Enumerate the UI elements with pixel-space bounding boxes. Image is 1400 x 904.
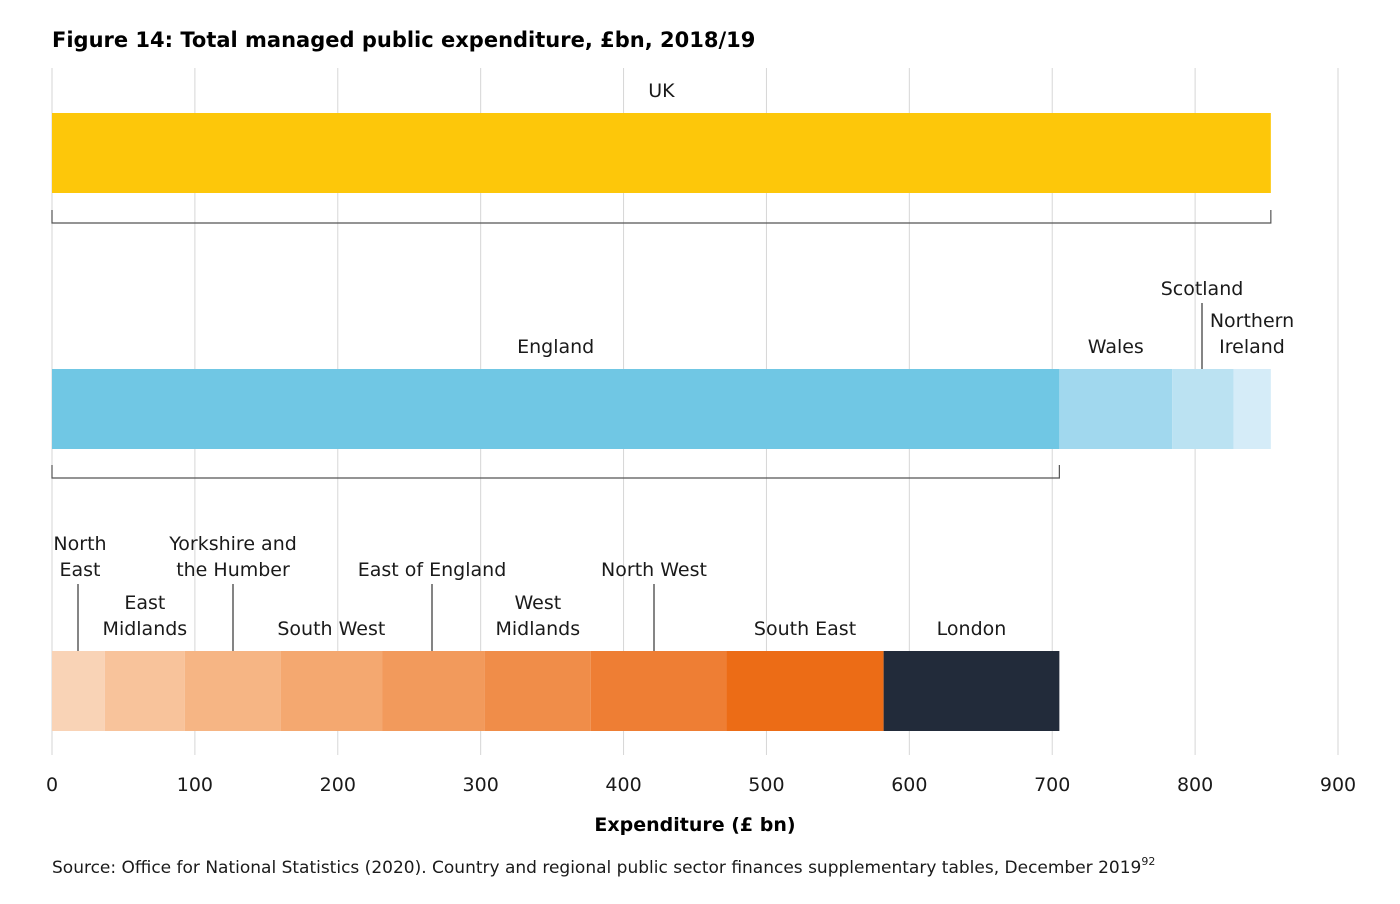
x-axis-title: Expenditure (£ bn)	[594, 814, 795, 836]
label-north-west: North West	[601, 559, 707, 581]
x-tick-0: 0	[46, 774, 58, 796]
brackets	[51, 210, 1272, 479]
bar-yorkshire-and-the-humber	[184, 651, 281, 731]
label-london: London	[937, 618, 1007, 640]
chart-title: Figure 14: Total managed public expendit…	[52, 28, 755, 52]
x-tick-500: 500	[748, 774, 784, 796]
x-tick-200: 200	[320, 774, 356, 796]
bar-east-of-england	[382, 651, 485, 731]
bracket-england	[51, 465, 1060, 479]
bracket-uk	[51, 210, 1272, 224]
x-tick-800: 800	[1177, 774, 1213, 796]
bar-south-east	[726, 651, 884, 731]
bar-north-west	[590, 651, 727, 731]
bar-northern-ireland	[1233, 369, 1271, 449]
label-west-midlands: West Midlands	[495, 592, 580, 640]
bar-wales	[1059, 369, 1173, 449]
label-england: England	[517, 336, 594, 358]
x-tick-300: 300	[463, 774, 499, 796]
bars	[52, 113, 1271, 731]
segment-labels: UK England Wales Scotland Northern Ireland Nor…	[53, 80, 1294, 651]
bar-england	[52, 369, 1060, 449]
bar-south-west	[280, 651, 383, 731]
bar-uk	[52, 113, 1271, 193]
x-tick-700: 700	[1034, 774, 1070, 796]
label-yorkshire-and-the-humber: Yorkshire and the Humber	[168, 533, 297, 581]
label-south-east: South East	[754, 618, 856, 640]
source-footnote-ref: 92	[1141, 855, 1155, 868]
label-uk: UK	[648, 80, 675, 102]
x-tick-900: 900	[1320, 774, 1356, 796]
label-scotland: Scotland	[1161, 278, 1244, 300]
bar-north-east	[52, 651, 105, 731]
x-tick-600: 600	[891, 774, 927, 796]
label-north-east: North East	[53, 533, 106, 581]
bar-west-midlands	[484, 651, 591, 731]
bar-scotland	[1172, 369, 1234, 449]
x-axis-ticks: 0 100 200 300 400 500 600 700 800 900	[46, 774, 1356, 796]
label-east-of-england: East of England	[358, 559, 507, 581]
source-text: Source: Office for National Statistics (…	[52, 858, 1141, 878]
label-wales: Wales	[1088, 336, 1144, 358]
bar-east-midlands	[104, 651, 185, 731]
label-south-west: South West	[277, 618, 385, 640]
bar-london	[883, 651, 1060, 731]
source-note: Source: Office for National Statistics (…	[52, 855, 1155, 878]
label-northern-ireland: Northern Ireland	[1210, 310, 1294, 358]
x-tick-100: 100	[177, 774, 213, 796]
label-east-midlands: East Midlands	[103, 592, 188, 640]
x-tick-400: 400	[605, 774, 641, 796]
